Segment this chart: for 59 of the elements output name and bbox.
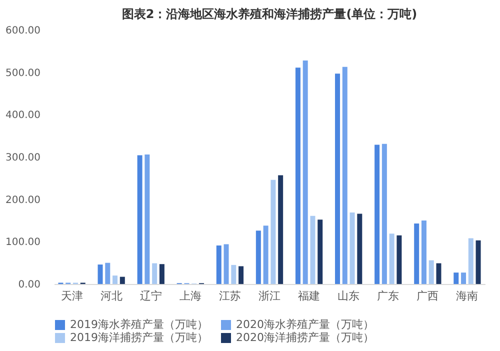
y-tick-label: 100.00: [6, 237, 40, 248]
x-tick-label: 广东: [377, 290, 400, 302]
bar: [461, 272, 466, 284]
bar: [224, 244, 229, 284]
y-tick-label: 400.00: [6, 110, 40, 122]
legend-label: 2019海洋捕捞产量（万吨）: [70, 331, 208, 344]
bar: [357, 214, 362, 284]
bar: [468, 238, 474, 284]
bar: [436, 263, 442, 284]
y-tick-label: 500.00: [6, 68, 40, 79]
bar: [414, 223, 420, 284]
bar: [302, 60, 308, 284]
y-tick-label: 300.00: [6, 152, 40, 164]
x-tick-label: 山东: [338, 290, 360, 302]
bar: [120, 276, 125, 284]
y-tick-label: 200.00: [6, 194, 40, 206]
x-tick-label: 上海: [179, 290, 202, 302]
x-tick-label: 海南: [456, 290, 478, 302]
x-tick-label: 江苏: [218, 290, 241, 302]
x-tick-label: 广西: [416, 290, 439, 302]
bar: [159, 264, 164, 284]
bar: [105, 262, 110, 284]
bar: [278, 175, 284, 284]
y-tick-label: 0.00: [18, 280, 40, 290]
legend-label: 2019海水养殖产量（万吨）: [70, 318, 208, 331]
bar: [270, 180, 276, 284]
bar: [374, 144, 380, 284]
bar: [152, 263, 158, 284]
bar: [389, 234, 394, 284]
x-tick-label: 辽宁: [140, 290, 162, 302]
chart-title: 图表2：沿海地区海水养殖和海洋捕捞产量(单位：万吨): [122, 7, 418, 21]
bar: [98, 264, 103, 284]
bar: [454, 272, 459, 284]
bar: [112, 276, 118, 284]
x-tick-label: 福建: [298, 290, 320, 302]
bar: [310, 216, 316, 284]
bar: [137, 155, 142, 284]
bar: [256, 230, 261, 284]
bar: [238, 266, 244, 284]
bar: [318, 220, 323, 284]
bar: [295, 68, 300, 284]
bar: [428, 260, 434, 284]
bar: [342, 66, 348, 284]
legend-label: 2020海洋捕捞产量（万吨）: [236, 331, 374, 344]
x-tick-label: 河北: [100, 290, 122, 302]
x-tick-label: 天津: [60, 290, 83, 302]
bar: [421, 220, 426, 284]
bar: [335, 74, 340, 284]
bar: [382, 144, 387, 284]
bar: [350, 212, 355, 284]
bar: [476, 240, 481, 284]
bar: [263, 226, 268, 284]
x-tick-label: 浙江: [258, 290, 280, 302]
bar: [216, 245, 222, 284]
legend-label: 2020海水养殖产量（万吨）: [236, 318, 374, 331]
bar: [396, 235, 402, 284]
y-tick-label: 600.00: [6, 26, 40, 36]
bar: [231, 264, 236, 284]
bar: [144, 154, 150, 284]
